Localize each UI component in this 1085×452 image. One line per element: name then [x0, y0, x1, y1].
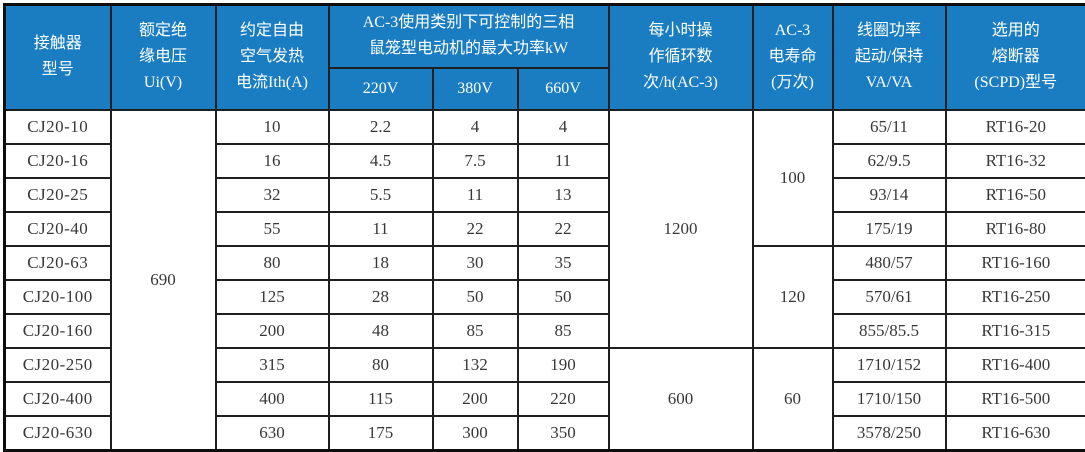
coil-cell: 93/14	[833, 178, 946, 212]
life-merged-cell: 60	[753, 348, 833, 451]
model-cell: CJ20-63	[5, 246, 111, 280]
kw220-cell: 4.5	[329, 144, 433, 178]
kw660-cell: 85	[518, 314, 609, 348]
fuse-cell: RT16-630	[946, 416, 1085, 451]
kw220-cell: 18	[329, 246, 433, 280]
table-row: CJ20-10 690 10 2.2 4 4 1200 100 65/11 RT…	[5, 110, 1085, 144]
ui-merged-cell: 690	[111, 110, 216, 451]
kw220-cell: 2.2	[329, 110, 433, 144]
model-cell: CJ20-630	[5, 416, 111, 451]
kw220-cell: 5.5	[329, 178, 433, 212]
kw220-cell: 80	[329, 348, 433, 382]
contactor-spec-table: 接触器 型号 额定绝 缘电压 Ui(V) 约定自由 空气发热 电流Ith(A) …	[3, 3, 1085, 452]
header-kw-group: AC-3使用类别下可控制的三相 鼠笼型电动机的最大功率kW	[329, 5, 609, 68]
contactor-spec-page: 接触器 型号 额定绝 缘电压 Ui(V) 约定自由 空气发热 电流Ith(A) …	[0, 0, 1085, 440]
header-ith: 约定自由 空气发热 电流Ith(A)	[216, 5, 329, 110]
ith-cell: 630	[216, 416, 329, 451]
model-cell: CJ20-16	[5, 144, 111, 178]
ith-cell: 125	[216, 280, 329, 314]
kw660-cell: 22	[518, 212, 609, 246]
kw660-cell: 350	[518, 416, 609, 451]
header-380v: 380V	[433, 68, 518, 110]
coil-cell: 62/9.5	[833, 144, 946, 178]
header-model: 接触器 型号	[5, 5, 111, 110]
model-cell: CJ20-400	[5, 382, 111, 416]
kw220-cell: 115	[329, 382, 433, 416]
kw660-cell: 4	[518, 110, 609, 144]
fuse-cell: RT16-250	[946, 280, 1085, 314]
fuse-cell: RT16-50	[946, 178, 1085, 212]
coil-cell: 175/19	[833, 212, 946, 246]
fuse-cell: RT16-400	[946, 348, 1085, 382]
kw380-cell: 7.5	[433, 144, 518, 178]
coil-cell: 3578/250	[833, 416, 946, 451]
coil-cell: 1710/152	[833, 348, 946, 382]
kw220-cell: 28	[329, 280, 433, 314]
fuse-cell: RT16-160	[946, 246, 1085, 280]
kw220-cell: 48	[329, 314, 433, 348]
kw660-cell: 50	[518, 280, 609, 314]
model-cell: CJ20-25	[5, 178, 111, 212]
kw220-cell: 11	[329, 212, 433, 246]
model-cell: CJ20-100	[5, 280, 111, 314]
ith-cell: 10	[216, 110, 329, 144]
coil-cell: 570/61	[833, 280, 946, 314]
ith-cell: 16	[216, 144, 329, 178]
kw380-cell: 300	[433, 416, 518, 451]
fuse-cell: RT16-20	[946, 110, 1085, 144]
kw220-cell: 175	[329, 416, 433, 451]
fuse-cell: RT16-500	[946, 382, 1085, 416]
model-cell: CJ20-10	[5, 110, 111, 144]
kw660-cell: 190	[518, 348, 609, 382]
model-cell: CJ20-250	[5, 348, 111, 382]
coil-cell: 65/11	[833, 110, 946, 144]
model-cell: CJ20-160	[5, 314, 111, 348]
header-life: AC-3 电寿命 (万次)	[753, 5, 833, 110]
cycles-merged-cell: 600	[609, 348, 753, 451]
ith-cell: 32	[216, 178, 329, 212]
ith-cell: 200	[216, 314, 329, 348]
kw380-cell: 85	[433, 314, 518, 348]
ith-cell: 55	[216, 212, 329, 246]
kw380-cell: 4	[433, 110, 518, 144]
kw660-cell: 220	[518, 382, 609, 416]
kw380-cell: 200	[433, 382, 518, 416]
coil-cell: 1710/150	[833, 382, 946, 416]
kw380-cell: 50	[433, 280, 518, 314]
ith-cell: 315	[216, 348, 329, 382]
header-ui: 额定绝 缘电压 Ui(V)	[111, 5, 216, 110]
header-660v: 660V	[518, 68, 609, 110]
fuse-cell: RT16-32	[946, 144, 1085, 178]
kw660-cell: 13	[518, 178, 609, 212]
fuse-cell: RT16-315	[946, 314, 1085, 348]
kw660-cell: 35	[518, 246, 609, 280]
header-coil: 线圈功率 起动/保持 VA/VA	[833, 5, 946, 110]
kw660-cell: 11	[518, 144, 609, 178]
header-row-main: 接触器 型号 额定绝 缘电压 Ui(V) 约定自由 空气发热 电流Ith(A) …	[5, 5, 1085, 68]
kw380-cell: 132	[433, 348, 518, 382]
coil-cell: 855/85.5	[833, 314, 946, 348]
life-merged-cell: 100	[753, 110, 833, 246]
fuse-cell: RT16-80	[946, 212, 1085, 246]
table-body: CJ20-10 690 10 2.2 4 4 1200 100 65/11 RT…	[5, 110, 1085, 451]
table-header: 接触器 型号 额定绝 缘电压 Ui(V) 约定自由 空气发热 电流Ith(A) …	[5, 5, 1085, 110]
kw380-cell: 30	[433, 246, 518, 280]
cycles-merged-cell: 1200	[609, 110, 753, 348]
life-merged-cell: 120	[753, 246, 833, 348]
header-cycles: 每小时操 作循环数 次/h(AC-3)	[609, 5, 753, 110]
ith-cell: 400	[216, 382, 329, 416]
kw380-cell: 22	[433, 212, 518, 246]
model-cell: CJ20-40	[5, 212, 111, 246]
coil-cell: 480/57	[833, 246, 946, 280]
header-fuse: 选用的 熔断器 (SCPD)型号	[946, 5, 1085, 110]
kw380-cell: 11	[433, 178, 518, 212]
ith-cell: 80	[216, 246, 329, 280]
header-220v: 220V	[329, 68, 433, 110]
